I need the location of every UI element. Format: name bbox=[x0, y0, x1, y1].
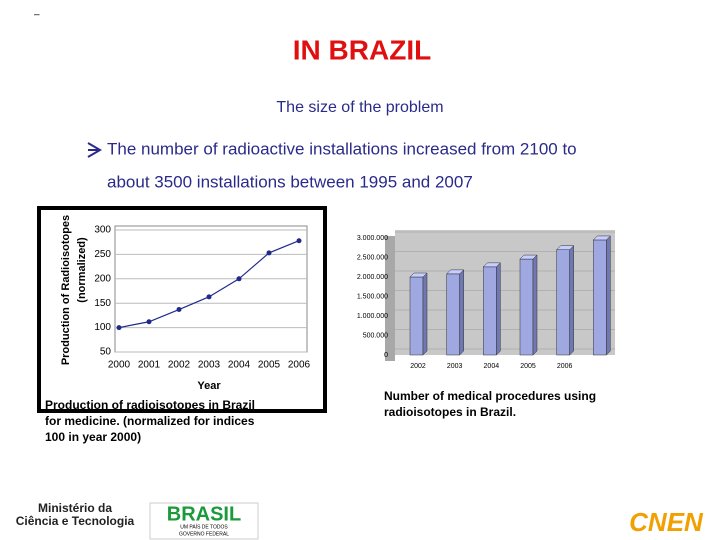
y-tick-label: 2.000.000 bbox=[357, 274, 388, 281]
bar-side bbox=[496, 262, 501, 356]
y-tick-label: 300 bbox=[94, 225, 111, 236]
y-axis-label: Production of Radioisotopes bbox=[60, 215, 72, 365]
ministry-logo: Ciência e Tecnologia bbox=[16, 514, 135, 528]
x-tick-label: 2005 bbox=[520, 363, 536, 370]
bar-top bbox=[556, 245, 575, 250]
bullet-text: The number of radioactive installations … bbox=[107, 139, 577, 158]
caption: for medicine. (normalized for indices bbox=[45, 414, 255, 428]
x-tick-label: 2006 bbox=[288, 360, 311, 371]
y-tick-label: 2.500.000 bbox=[357, 254, 388, 261]
y-tick-label: 500.000 bbox=[363, 332, 388, 339]
y-tick-label: 3.000.000 bbox=[357, 235, 388, 242]
ministry-logo: Ministério da bbox=[38, 501, 112, 515]
bar-top bbox=[446, 269, 465, 275]
y-axis-label: (normalized) bbox=[76, 237, 88, 303]
x-tick-label: 2002 bbox=[410, 363, 426, 370]
bar-side bbox=[459, 269, 464, 356]
brasil-logo-box bbox=[149, 502, 259, 540]
bar-side bbox=[606, 235, 611, 356]
bar-side bbox=[569, 245, 574, 356]
x-tick-label: 2000 bbox=[108, 360, 131, 371]
plot-side-wall bbox=[385, 236, 395, 361]
x-tick-label: 2001 bbox=[138, 360, 161, 371]
x-tick-label: 2003 bbox=[198, 360, 221, 371]
y-tick-label: 200 bbox=[94, 273, 111, 284]
y-tick-label: 0 bbox=[384, 352, 388, 359]
y-tick-label: 50 bbox=[100, 347, 112, 358]
x-axis-label: Year bbox=[197, 380, 221, 392]
bar-top bbox=[409, 272, 428, 278]
plot-wall bbox=[395, 230, 615, 355]
marker bbox=[296, 238, 302, 244]
plot-area bbox=[114, 225, 308, 353]
marker bbox=[206, 294, 212, 300]
x-tick-label: 2005 bbox=[258, 360, 281, 371]
y-tick-label: 1.000.000 bbox=[357, 313, 388, 320]
marker bbox=[266, 250, 272, 256]
marker bbox=[146, 319, 152, 325]
bullet-text: about 3500 installations between 1995 an… bbox=[107, 172, 473, 191]
marker bbox=[116, 325, 122, 331]
bar-top bbox=[482, 262, 501, 268]
y-tick-label: 100 bbox=[94, 322, 111, 333]
bar bbox=[593, 239, 607, 356]
bar bbox=[519, 258, 534, 356]
bar bbox=[446, 273, 460, 356]
slide-title: IN BRAZIL bbox=[293, 34, 431, 65]
bar-top bbox=[519, 254, 538, 260]
bar-side bbox=[422, 272, 428, 356]
y-tick-label: 150 bbox=[94, 298, 111, 309]
cnen-logo: CNEN bbox=[629, 507, 704, 537]
y-tick-label: 1.500.000 bbox=[357, 293, 388, 300]
bar-side bbox=[532, 254, 538, 356]
x-tick-label: 2004 bbox=[228, 360, 251, 371]
bar-top bbox=[592, 235, 611, 241]
x-tick-label: 2003 bbox=[447, 363, 463, 370]
bar bbox=[483, 266, 497, 356]
bullet-arrow bbox=[87, 142, 102, 158]
bar bbox=[556, 249, 570, 356]
corner-mark: – bbox=[34, 10, 40, 21]
y-tick-label: 250 bbox=[94, 249, 111, 260]
brasil-logo: BRASIL bbox=[167, 503, 241, 525]
subtitle: The size of the problem bbox=[276, 99, 443, 116]
caption: radioisotopes in Brazil. bbox=[384, 405, 516, 419]
x-tick-label: 2004 bbox=[484, 363, 500, 370]
bar bbox=[409, 276, 424, 356]
brasil-tag: UM PAÍS DE TODOS bbox=[180, 523, 228, 530]
caption: Production of radioisotopes in Brazil bbox=[45, 398, 255, 412]
marker bbox=[236, 276, 242, 282]
marker bbox=[176, 307, 182, 313]
brasil-gov: GOVERNO FEDERAL bbox=[179, 531, 229, 537]
x-tick-label: 2002 bbox=[168, 360, 191, 371]
caption: Number of medical procedures using bbox=[384, 389, 596, 403]
x-tick-label: 2006 bbox=[557, 363, 573, 370]
caption: 100 in year 2000) bbox=[45, 430, 141, 444]
